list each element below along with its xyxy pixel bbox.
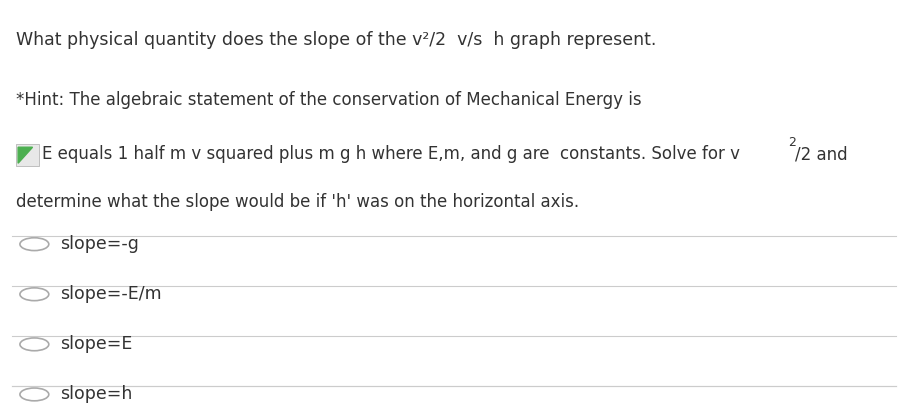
Text: slope=h: slope=h [60, 384, 132, 402]
Text: slope=-g: slope=-g [60, 235, 138, 252]
Text: 2: 2 [787, 135, 796, 148]
Text: What physical quantity does the slope of the v²/2  v/s  h graph represent.: What physical quantity does the slope of… [17, 31, 656, 49]
Text: /2 and: /2 and [795, 145, 847, 163]
FancyBboxPatch shape [17, 145, 39, 166]
Polygon shape [18, 148, 32, 164]
Text: determine what the slope would be if 'h' was on the horizontal axis.: determine what the slope would be if 'h'… [17, 193, 579, 211]
Text: slope=E: slope=E [60, 335, 132, 353]
Text: E equals 1 half m v squared plus m g h where E,m, and g are  constants. Solve fo: E equals 1 half m v squared plus m g h w… [41, 145, 739, 163]
Text: *Hint: The algebraic statement of the conservation of Mechanical Energy is: *Hint: The algebraic statement of the co… [17, 91, 642, 109]
Text: slope=-E/m: slope=-E/m [60, 285, 161, 303]
